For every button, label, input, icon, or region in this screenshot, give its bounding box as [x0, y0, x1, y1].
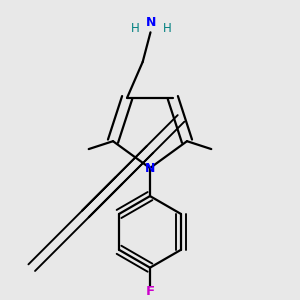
- Text: N: N: [146, 16, 157, 29]
- Text: H: H: [163, 22, 172, 35]
- Text: H: H: [131, 22, 140, 35]
- Text: N: N: [145, 162, 155, 175]
- Text: F: F: [146, 285, 154, 298]
